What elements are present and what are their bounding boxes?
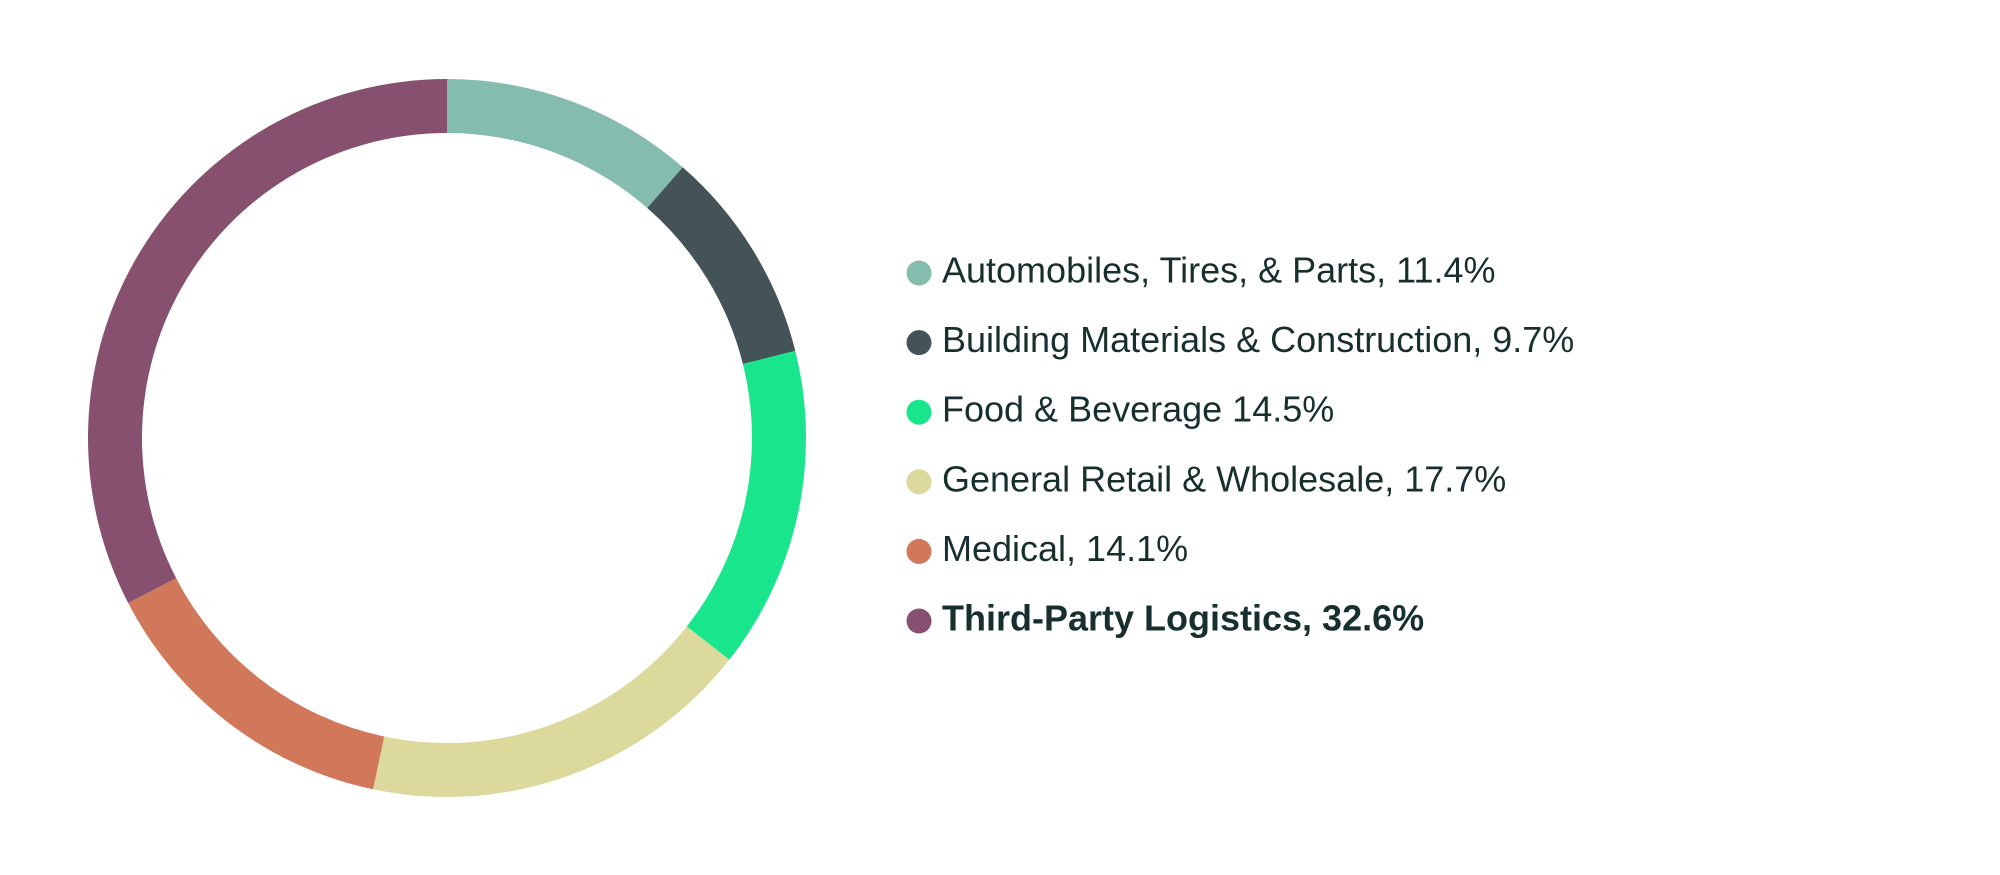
legend-label: Medical, 14.1% [942,528,1188,569]
legend-label: Building Materials & Construction, 9.7% [942,319,1574,360]
legend-marker [906,538,932,564]
legend-marker [906,260,932,286]
donut-segment [447,79,683,208]
legend-marker [906,330,932,356]
donut-segment [647,167,796,365]
legend-label: Third-Party Logistics, 32.6% [942,598,1424,639]
legend-label: General Retail & Wholesale, 17.7% [942,458,1506,499]
legend-marker [906,469,932,495]
legend-label: Food & Beverage 14.5% [942,389,1334,430]
donut-segment [87,79,448,603]
legend-marker [906,399,932,425]
donut-segment [373,626,730,797]
legend-marker [906,608,932,634]
donut-segment [128,578,385,790]
legend-label: Automobiles, Tires, & Parts, 11.4% [942,250,1496,291]
donut-segment [686,350,807,660]
